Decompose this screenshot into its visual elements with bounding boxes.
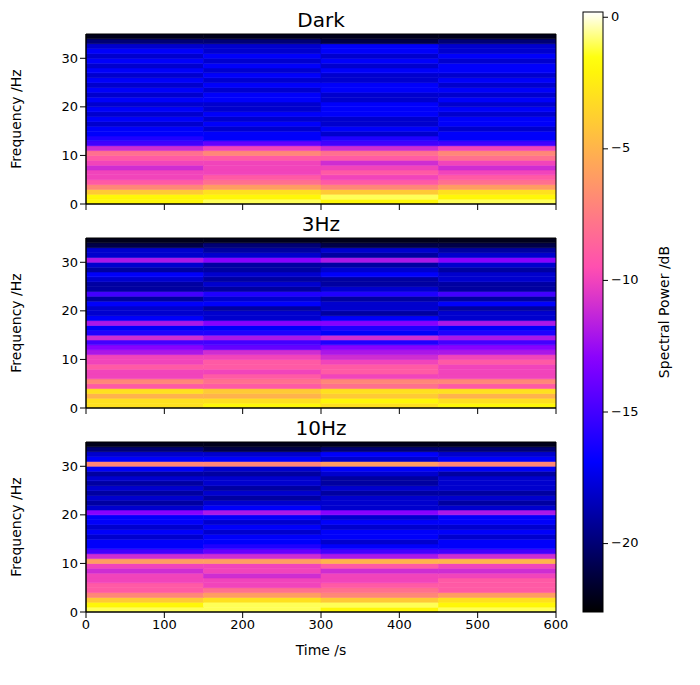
svg-text:0: 0 bbox=[82, 617, 90, 632]
svg-text:20: 20 bbox=[61, 507, 78, 522]
svg-text:30: 30 bbox=[61, 51, 78, 66]
svg-text:0: 0 bbox=[70, 197, 78, 212]
html-text:Dark: Dark bbox=[297, 8, 345, 32]
svg-text:100: 100 bbox=[152, 617, 177, 632]
svg-text:−10: −10 bbox=[611, 272, 638, 287]
svg-text:200: 200 bbox=[230, 617, 255, 632]
svg-text:600: 600 bbox=[544, 617, 569, 632]
html-text:10Hz: 10Hz bbox=[295, 416, 347, 440]
svg-text:Time /s: Time /s bbox=[295, 642, 347, 657]
svg-text:10: 10 bbox=[61, 148, 78, 163]
svg-text:0: 0 bbox=[611, 9, 619, 24]
svg-text:Frequency /Hz: Frequency /Hz bbox=[8, 477, 24, 576]
svg-text:30: 30 bbox=[61, 459, 78, 474]
svg-text:30: 30 bbox=[61, 255, 78, 270]
svg-text:−5: −5 bbox=[611, 140, 630, 155]
svg-text:300: 300 bbox=[309, 617, 334, 632]
svg-text:−15: −15 bbox=[611, 404, 638, 419]
svg-text:20: 20 bbox=[61, 303, 78, 318]
svg-text:Frequency /Hz: Frequency /Hz bbox=[8, 273, 24, 372]
html-text:3Hz: 3Hz bbox=[301, 212, 341, 236]
svg-text:400: 400 bbox=[387, 617, 412, 632]
svg-text:−20: −20 bbox=[611, 535, 638, 550]
svg-text:Frequency /Hz: Frequency /Hz bbox=[8, 69, 24, 168]
svg-text:500: 500 bbox=[465, 617, 490, 632]
svg-text:20: 20 bbox=[61, 99, 78, 114]
svg-text:Spectral Power /dB: Spectral Power /dB bbox=[656, 246, 672, 378]
svg-text:0: 0 bbox=[70, 605, 78, 620]
svg-text:10: 10 bbox=[61, 352, 78, 367]
svg-text:10: 10 bbox=[61, 556, 78, 571]
svg-text:0: 0 bbox=[70, 401, 78, 416]
